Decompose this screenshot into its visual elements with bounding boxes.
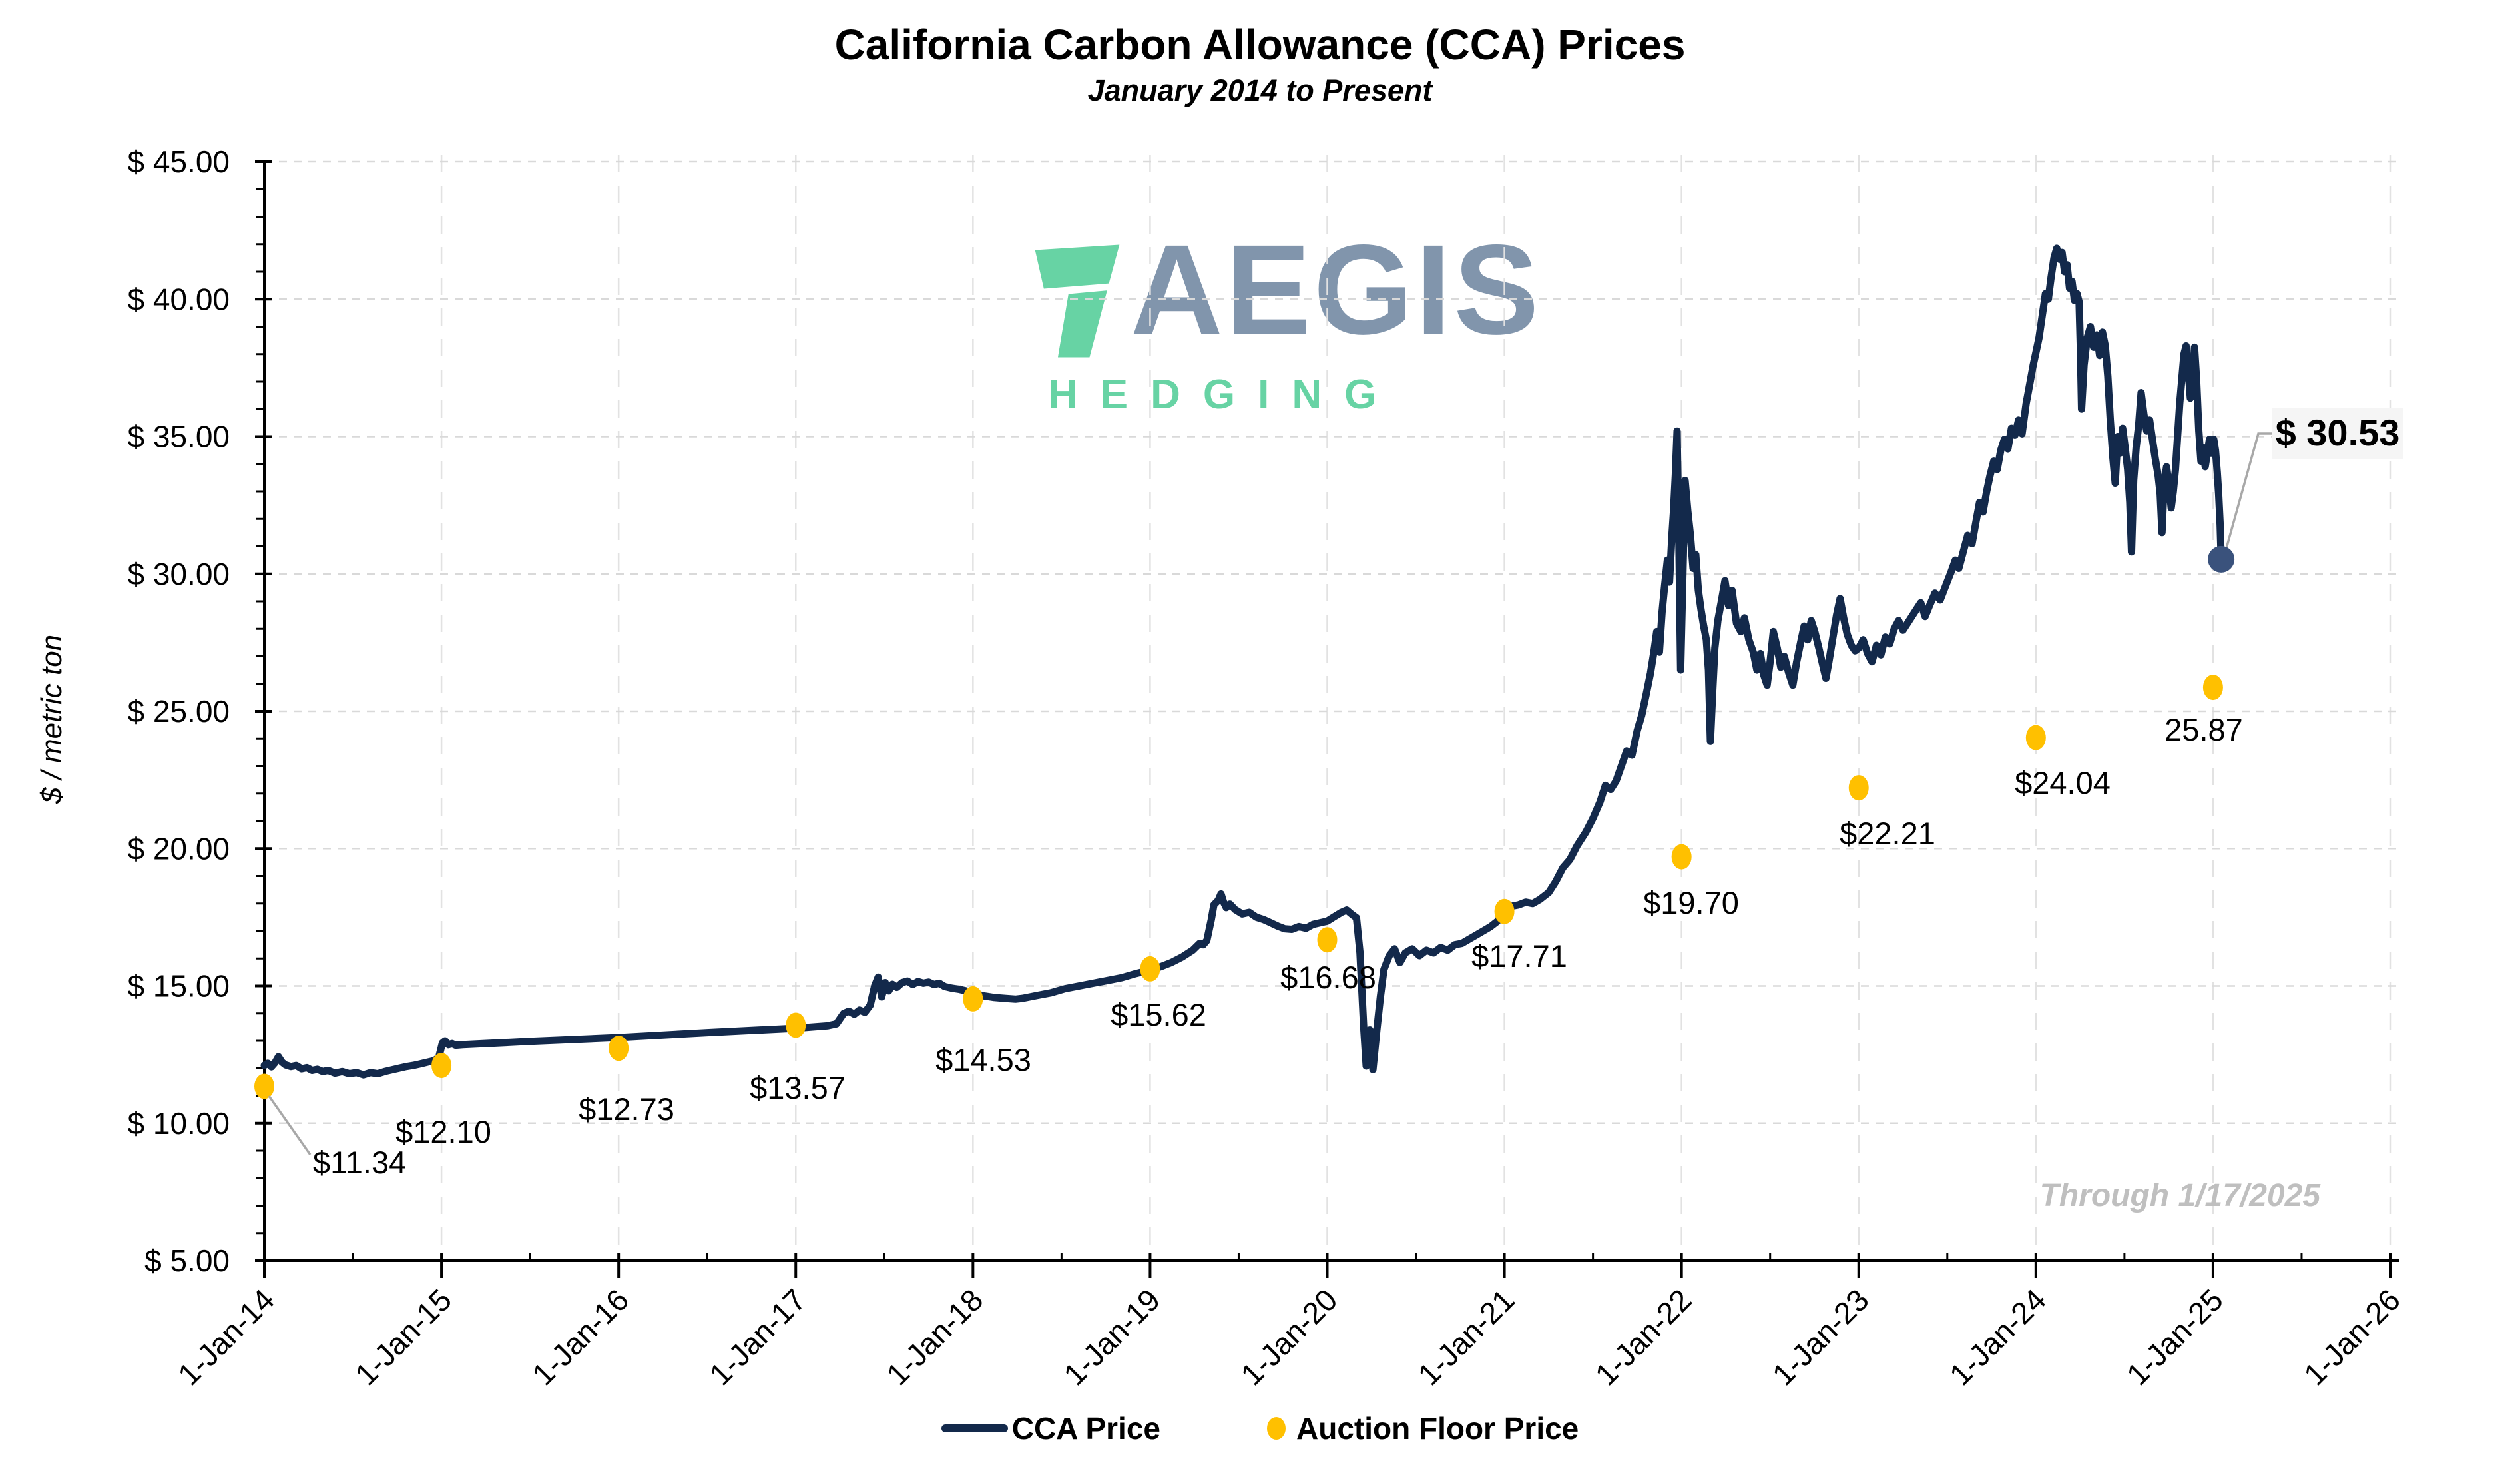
aegis-subwordmark: HEDGING bbox=[1048, 372, 1399, 418]
aegis-flag-icon bbox=[1033, 244, 1121, 362]
auction-floor-dot bbox=[2025, 725, 2046, 750]
auction-floor-dot bbox=[786, 1012, 806, 1038]
callout-last-price: $ 30.53 bbox=[2276, 412, 2400, 453]
cca-line-swatch-icon bbox=[941, 1424, 1008, 1432]
auction-floor-dot bbox=[1140, 956, 1160, 982]
page-title: California Carbon Allowance (CCA) Prices bbox=[834, 21, 1686, 69]
page-subtitle: January 2014 to Present bbox=[1087, 73, 1433, 107]
auction-floor-dot bbox=[1848, 775, 1869, 801]
footnote-through-date: Through 1/17/2025 bbox=[2039, 1178, 2320, 1213]
label-leader-line bbox=[268, 1095, 312, 1156]
floor-price-label: $19.70 bbox=[1643, 885, 1739, 920]
aegis-wordmark: AEGIS bbox=[1131, 218, 1542, 361]
floor-price-label: $14.53 bbox=[935, 1042, 1031, 1077]
y-tick-label: $ 5.00 bbox=[144, 1243, 230, 1278]
y-tick-label: $ 35.00 bbox=[128, 420, 230, 454]
callout-box bbox=[2272, 408, 2403, 459]
x-tick-label: 1-Jan-22 bbox=[1589, 1282, 1698, 1392]
legend-label-cca: CCA Price bbox=[1011, 1411, 1160, 1446]
x-tick-label: 1-Jan-18 bbox=[880, 1282, 989, 1392]
floor-price-label: $15.62 bbox=[1111, 997, 1206, 1032]
x-tick-label: 1-Jan-16 bbox=[525, 1282, 635, 1392]
floor-price-label: $16.68 bbox=[1280, 960, 1376, 995]
floor-price-label: $12.10 bbox=[395, 1114, 491, 1149]
y-tick-label: $ 10.00 bbox=[128, 1106, 230, 1141]
auction-floor-dot bbox=[963, 986, 983, 1012]
legend-item-floor: Auction Floor Price bbox=[1267, 1410, 1579, 1446]
y-tick-label: $ 30.00 bbox=[128, 557, 230, 591]
y-tick-label: $ 45.00 bbox=[128, 145, 230, 179]
x-tick-label: 1-Jan-25 bbox=[2120, 1282, 2230, 1392]
x-tick-label: 1-Jan-20 bbox=[1234, 1282, 1344, 1392]
legend: CCA Price Auction Floor Price bbox=[0, 1410, 2520, 1446]
last-price-dot bbox=[2208, 545, 2235, 573]
auction-floor-dot bbox=[1317, 927, 1338, 953]
floor-price-label: $11.34 bbox=[313, 1145, 406, 1180]
floor-price-label: $12.73 bbox=[579, 1091, 674, 1127]
callout-leader-line bbox=[2224, 432, 2272, 553]
y-tick-label: $ 40.00 bbox=[128, 282, 230, 316]
auction-floor-dot bbox=[431, 1053, 452, 1079]
y-tick-label: $ 25.00 bbox=[128, 694, 230, 729]
floor-price-label: $24.04 bbox=[2015, 765, 2111, 800]
y-tick-label: $ 15.00 bbox=[128, 969, 230, 1004]
x-tick-label: 1-Jan-21 bbox=[1411, 1282, 1521, 1392]
auction-floor-dot bbox=[1494, 898, 1515, 924]
y-tick-label: $ 20.00 bbox=[128, 831, 230, 866]
x-tick-label: 1-Jan-26 bbox=[2297, 1282, 2407, 1392]
auction-floor-dot bbox=[254, 1073, 274, 1099]
legend-label-floor: Auction Floor Price bbox=[1296, 1411, 1579, 1446]
floor-price-label: 25.87 bbox=[2164, 712, 2243, 747]
x-tick-label: 1-Jan-19 bbox=[1057, 1282, 1166, 1392]
x-tick-label: 1-Jan-23 bbox=[1766, 1282, 1876, 1392]
y-axis-title: $ / metric ton bbox=[35, 634, 68, 804]
auction-floor-dot bbox=[1671, 844, 1692, 870]
legend-item-cca: CCA Price bbox=[941, 1410, 1160, 1446]
x-tick-label: 1-Jan-17 bbox=[702, 1282, 812, 1392]
floor-price-label: $17.71 bbox=[1471, 938, 1567, 974]
aegis-logo: AEGIS HEDGING bbox=[1033, 218, 1542, 418]
x-tick-label: 1-Jan-24 bbox=[1943, 1282, 2053, 1392]
x-tick-label: 1-Jan-14 bbox=[171, 1282, 281, 1392]
cca-price-line bbox=[260, 244, 2225, 1079]
floor-price-label: $13.57 bbox=[750, 1070, 846, 1105]
floor-dot-swatch-icon bbox=[1267, 1417, 1286, 1440]
auction-floor-dot bbox=[2202, 675, 2223, 701]
floor-price-label: $22.21 bbox=[1840, 816, 1935, 851]
x-tick-label: 1-Jan-15 bbox=[348, 1282, 458, 1392]
auction-floor-dot bbox=[609, 1036, 629, 1061]
